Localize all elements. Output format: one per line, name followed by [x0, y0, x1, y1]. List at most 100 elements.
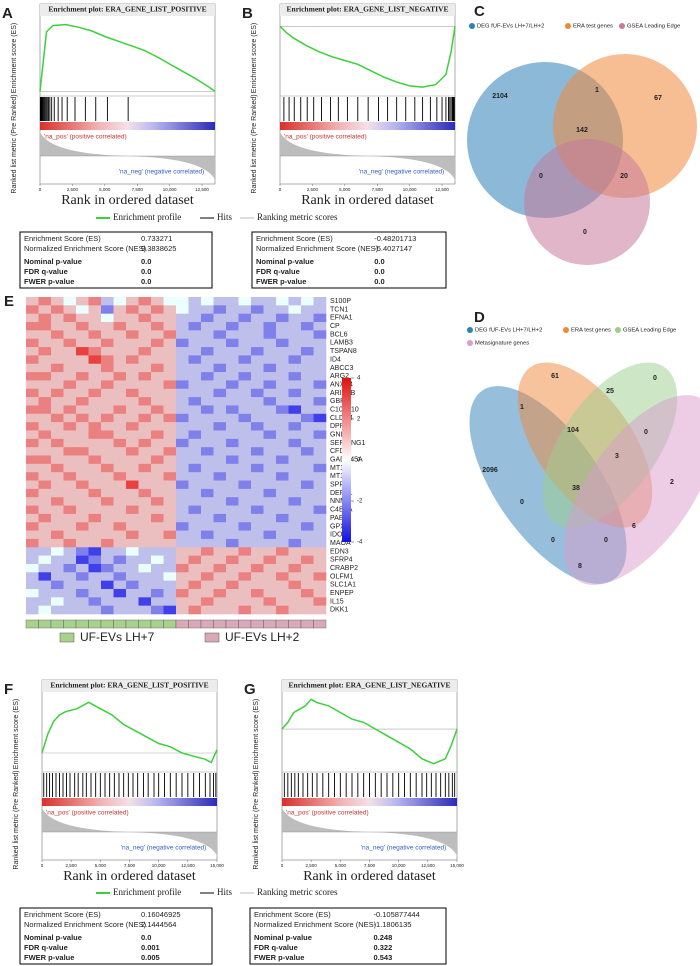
heat-cell — [263, 530, 277, 540]
heat-cell — [63, 313, 77, 323]
heat-cell — [226, 330, 239, 340]
heat-cell — [313, 447, 327, 456]
heat-cell — [63, 305, 77, 314]
x-tick-label: 15,000 — [450, 863, 464, 868]
heat-cell — [163, 522, 177, 531]
heat-cell — [288, 572, 302, 581]
heat-cell — [126, 388, 139, 398]
heat-cell — [201, 580, 214, 590]
heat-cell — [163, 363, 177, 373]
gene-label: S100P — [330, 298, 351, 305]
heat-cell — [163, 380, 177, 390]
heat-cell — [213, 605, 227, 615]
gene-label: IL15 — [330, 598, 344, 605]
heat-cell — [238, 580, 252, 590]
heat-cell — [313, 372, 327, 381]
heat-cell — [26, 355, 39, 365]
heat-cell — [226, 347, 239, 356]
heat-cell — [26, 372, 39, 381]
heat-cell — [238, 397, 252, 406]
heat-cell — [188, 405, 202, 415]
heat-cell — [276, 572, 289, 581]
heat-cell — [63, 580, 77, 590]
heat-cell — [176, 413, 189, 423]
heat-cell — [51, 472, 64, 481]
gsea-panel: B Enrichment plot: ERA_GENE_LIST_NEGATIVE… — [242, 3, 456, 289]
heat-cell — [288, 363, 302, 373]
heat-cell — [226, 563, 239, 573]
heat-cell — [51, 563, 64, 573]
heat-cell — [163, 338, 177, 348]
heat-cell — [76, 438, 89, 448]
heat-cell — [276, 330, 289, 340]
heat-cell — [76, 338, 89, 348]
heat-cell — [38, 397, 52, 406]
heat-cell — [101, 455, 114, 465]
heat-cell — [113, 563, 127, 573]
heat-cell — [26, 322, 39, 331]
heat-cell — [238, 330, 252, 340]
heat-cell — [263, 563, 277, 573]
heat-cell — [38, 572, 52, 581]
heat-cell — [176, 297, 189, 306]
heat-cell — [176, 305, 189, 314]
heat-cell — [138, 597, 152, 606]
heat-cell — [263, 480, 277, 490]
heat-cell — [276, 405, 289, 415]
heat-cell — [188, 305, 202, 314]
heat-cell — [213, 505, 227, 515]
heat-cell — [288, 422, 302, 431]
heat-cell — [176, 505, 189, 515]
venn-count: 0 — [551, 537, 555, 544]
heat-cell — [113, 447, 127, 456]
heat-cell — [101, 297, 114, 306]
heat-cell — [138, 430, 152, 440]
x-tick-label: 10,000 — [163, 187, 177, 192]
heat-cell — [113, 438, 127, 448]
legend-dot — [467, 340, 473, 346]
stat-label: FDR q-value — [256, 267, 300, 276]
heat-cell — [88, 480, 102, 490]
heat-cell — [38, 380, 52, 390]
legend-text: ERA test genes — [571, 328, 611, 334]
heat-cell — [26, 330, 39, 340]
heat-cell — [38, 363, 52, 373]
heat-cell — [126, 397, 139, 406]
heat-cell — [88, 397, 102, 406]
heat-cell — [238, 555, 252, 565]
heat-cell — [138, 513, 152, 523]
heat-cell — [151, 347, 164, 356]
gene-label: GNLY — [330, 431, 349, 438]
heat-cell — [251, 547, 264, 556]
heat-cell — [288, 413, 302, 423]
heat-cell — [238, 563, 252, 573]
gene-label: C4BPA — [330, 507, 353, 514]
heat-cell — [163, 347, 177, 356]
legend-text: Enrichment profile — [113, 887, 181, 897]
x-tick-label: 5,000 — [99, 187, 111, 192]
heat-cell — [226, 472, 239, 481]
stats-table — [249, 907, 447, 965]
heat-cell — [163, 330, 177, 340]
heat-cell — [201, 597, 214, 606]
heat-cell — [263, 605, 277, 615]
heat-cell — [251, 605, 264, 615]
heat-cell — [163, 538, 177, 548]
heat-cell — [201, 513, 214, 523]
heat-cell — [201, 522, 214, 531]
heat-cell — [88, 530, 102, 540]
heat-cell — [26, 563, 39, 573]
heat-cell — [38, 330, 52, 340]
heat-cell — [126, 438, 139, 448]
heat-cell — [251, 447, 264, 456]
rank-strip — [282, 798, 457, 806]
heat-cell — [238, 388, 252, 398]
heat-cell — [188, 488, 202, 498]
heat-cell — [313, 547, 327, 556]
stat-label: Normalized Enrichment Score (NES) — [24, 920, 147, 929]
heat-cell — [263, 505, 277, 515]
heat-cell — [138, 405, 152, 415]
heat-cell — [51, 505, 64, 515]
heat-cell — [226, 297, 239, 306]
